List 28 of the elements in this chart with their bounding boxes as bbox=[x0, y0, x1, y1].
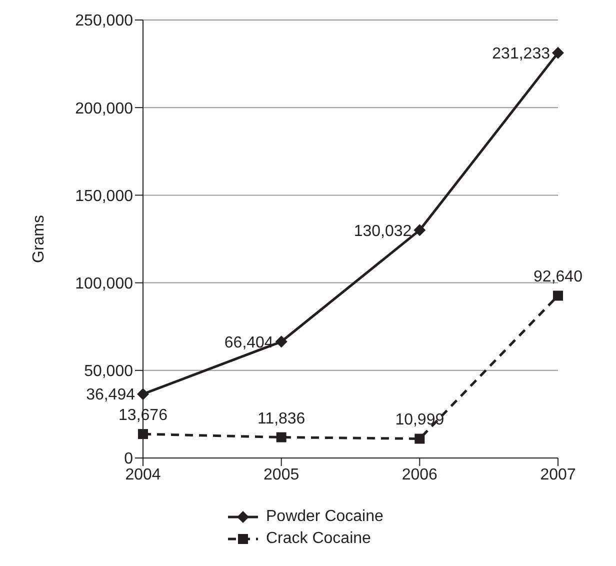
data-label: 92,640 bbox=[534, 268, 583, 286]
y-tick-label: 50,000 bbox=[84, 363, 134, 380]
point bbox=[414, 224, 426, 236]
x-tick-label: 2005 bbox=[264, 466, 300, 484]
y-tick-label: 0 bbox=[124, 450, 134, 468]
legend-label: Powder Cocaine bbox=[266, 508, 384, 526]
point bbox=[552, 46, 564, 59]
y-tick-label: 200,000 bbox=[75, 100, 134, 118]
data-label: 66,404 bbox=[224, 334, 274, 352]
data-label: 36,494 bbox=[86, 386, 136, 404]
x-tick-label: 2006 bbox=[402, 466, 438, 484]
point bbox=[137, 388, 149, 400]
x-tick-label: 2004 bbox=[125, 466, 161, 484]
point bbox=[414, 434, 425, 444]
x-tick-label: 2007 bbox=[540, 466, 576, 484]
legend-label: Crack Cocaine bbox=[266, 530, 371, 548]
point bbox=[275, 336, 288, 348]
point bbox=[138, 429, 148, 440]
y-tick-label: 100,000 bbox=[75, 275, 134, 292]
data-label: 11,836 bbox=[257, 410, 306, 428]
data-label: 10,999 bbox=[395, 412, 444, 429]
y-tick-label: 250,000 bbox=[75, 12, 134, 30]
point bbox=[553, 290, 563, 301]
point bbox=[276, 432, 286, 442]
data-label: 130,032 bbox=[354, 222, 412, 240]
y-tick-label: 150,000 bbox=[75, 188, 134, 205]
data-label: 231,233 bbox=[492, 46, 550, 63]
y-axis-title: Grams bbox=[30, 215, 48, 263]
